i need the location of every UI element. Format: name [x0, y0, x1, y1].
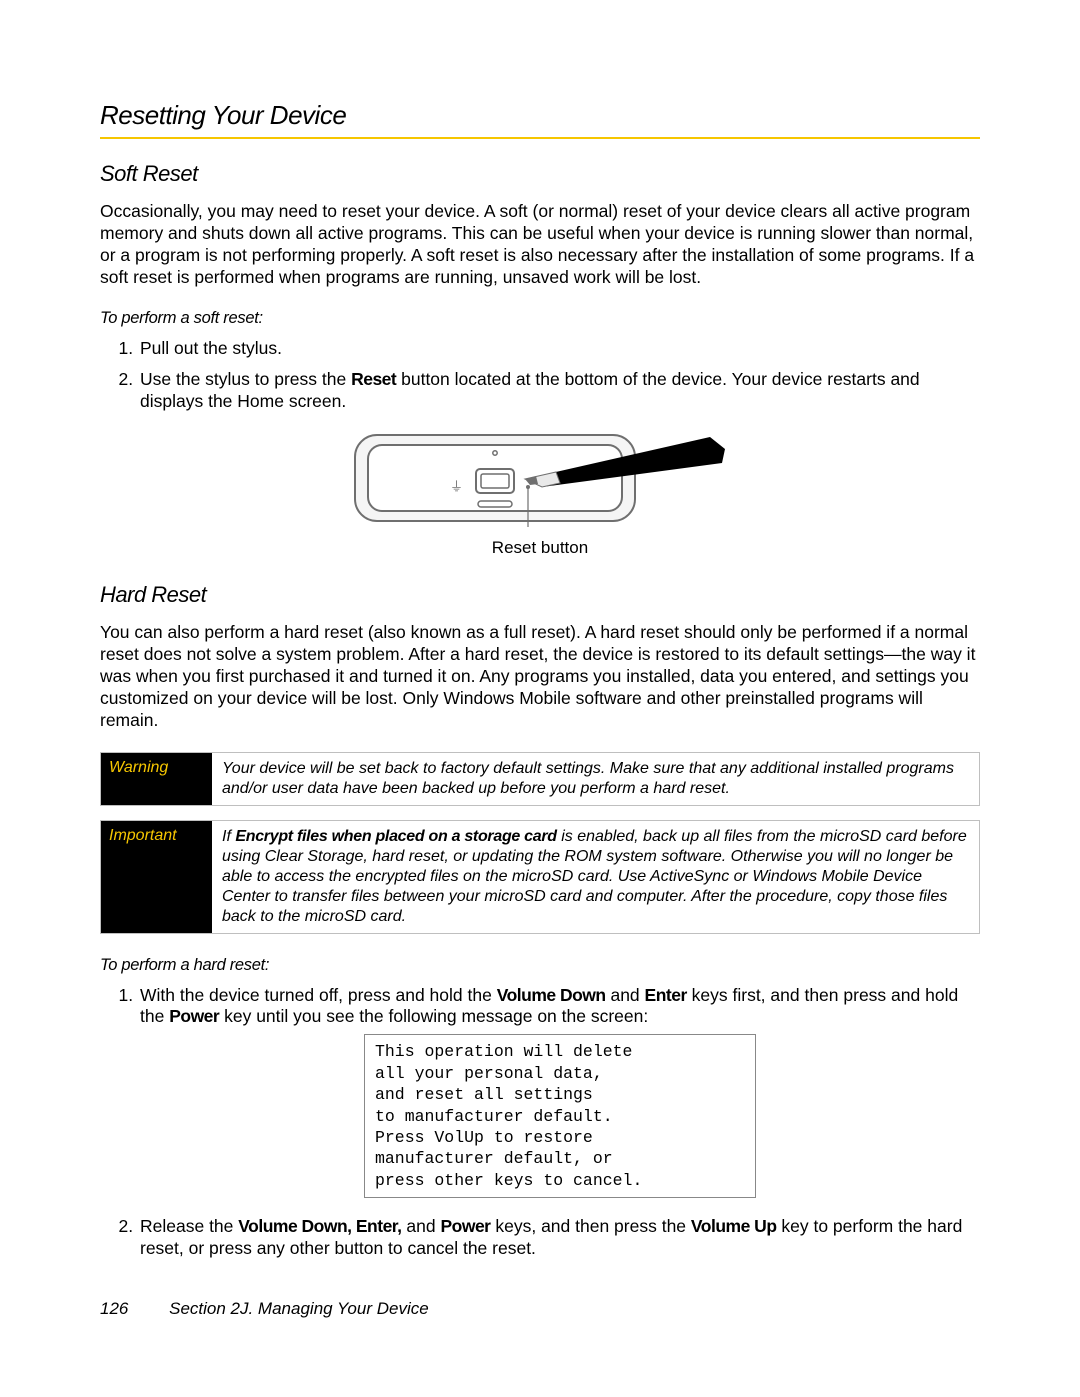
soft-reset-subhead: To perform a soft reset: — [100, 309, 980, 328]
soft-reset-steps: Pull out the stylus. Use the stylus to p… — [100, 338, 980, 414]
hard-reset-subhead: To perform a hard reset: — [100, 956, 980, 975]
hard-step-2: Release the Volume Down, Enter, and Powe… — [138, 1216, 980, 1260]
page-title: Resetting Your Device — [100, 100, 980, 131]
warning-label: Warning — [101, 753, 212, 805]
page-number: 126 — [100, 1299, 128, 1318]
warning-callout: Warning Your device will be set back to … — [100, 752, 980, 806]
important-callout: Important If Encrypt files when placed o… — [100, 820, 980, 934]
screen-message: This operation will delete all your pers… — [364, 1034, 756, 1198]
hard-reset-heading: Hard Reset — [100, 582, 980, 608]
hard-reset-steps: With the device turned off, press and ho… — [100, 985, 980, 1261]
usb-icon: ⏚ — [450, 479, 463, 494]
soft-step-1: Pull out the stylus. — [138, 338, 980, 360]
figure-caption: Reset button — [100, 538, 980, 558]
hard-reset-para: You can also perform a hard reset (also … — [100, 622, 980, 731]
device-bottom-illustration: ⏚ — [350, 429, 730, 529]
soft-reset-heading: Soft Reset — [100, 161, 980, 187]
hard-step-1: With the device turned off, press and ho… — [138, 985, 980, 1199]
section-label: Section 2J. Managing Your Device — [169, 1299, 429, 1318]
reset-figure: ⏚ Reset button — [100, 429, 980, 558]
important-text: If Encrypt files when placed on a storag… — [212, 821, 979, 933]
title-rule — [100, 137, 980, 139]
page-footer: 126 Section 2J. Managing Your Device — [100, 1299, 429, 1319]
page: Resetting Your Device Soft Reset Occasio… — [0, 0, 1080, 1397]
warning-text: Your device will be set back to factory … — [212, 753, 979, 805]
important-label: Important — [101, 821, 212, 933]
soft-step-2: Use the stylus to press the Reset button… — [138, 369, 980, 413]
soft-reset-para: Occasionally, you may need to reset your… — [100, 201, 980, 289]
